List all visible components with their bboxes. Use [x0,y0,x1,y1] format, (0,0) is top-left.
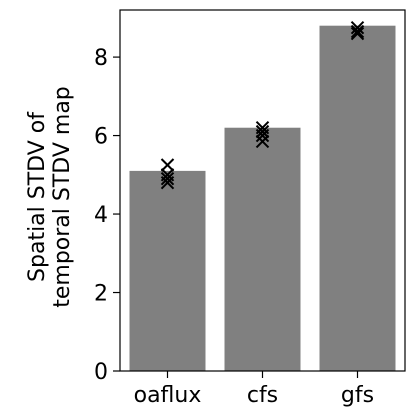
y-tick-label-2: 2 [94,282,108,307]
point-oaflux-0 [160,158,175,172]
x-tick-label-gfs: gfs [341,383,374,408]
y-ticks: 0 2 4 6 8 [94,46,120,385]
point-cfs-2 [255,128,270,143]
axes-frame [119,9,406,372]
x-tick-label-cfs: cfs [247,383,278,408]
data-points [160,20,365,190]
y-tick-label-8: 8 [94,46,108,71]
y-axis-label: Spatial STDV of temporal STDV map [25,86,75,308]
bar-gfs [319,25,396,372]
plot-frame [119,9,406,372]
bar-oaflux [129,170,206,371]
y-axis-label-line-1: Spatial STDV of [25,111,50,282]
bars [129,25,396,372]
point-oaflux-2 [160,172,175,186]
x-tick-label-oaflux: oaflux [134,383,202,408]
point-gfs-2 [350,26,365,41]
y-tick-label-0: 0 [94,360,108,385]
point-gfs-0 [350,20,365,35]
y-tick-label-6: 6 [94,125,108,150]
bar-cfs [224,127,301,371]
point-oaflux-3 [160,175,175,190]
x-ticks: oaflux cfs gfs [134,371,374,408]
y-tick-label-4: 4 [94,203,108,228]
point-gfs-1 [350,24,365,39]
y-axis-label-line-2: temporal STDV map [50,86,75,308]
point-cfs-3 [255,134,270,149]
point-cfs-1 [255,124,270,139]
